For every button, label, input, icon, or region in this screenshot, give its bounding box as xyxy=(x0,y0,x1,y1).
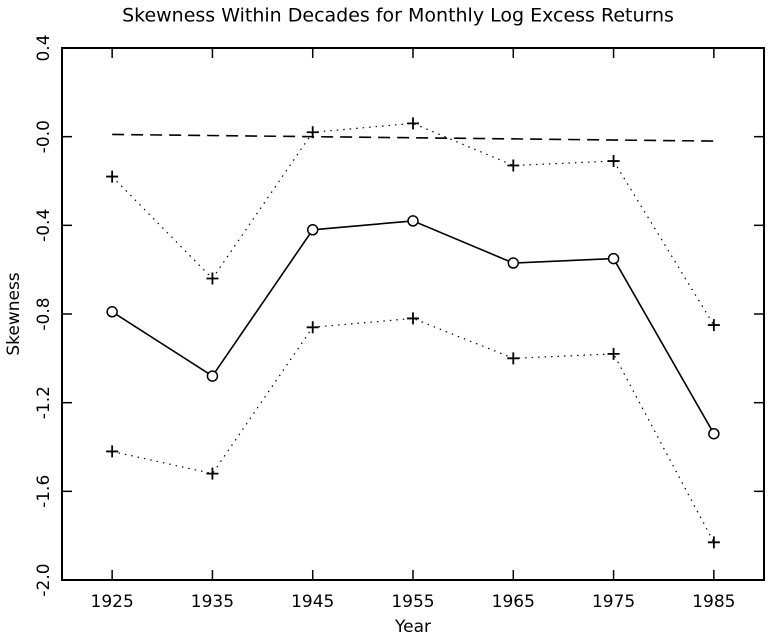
y-axis-label: Skewness xyxy=(4,272,24,355)
chart-title: Skewness Within Decades for Monthly Log … xyxy=(122,5,674,27)
x-tick-label: 1945 xyxy=(291,592,334,612)
point-marker xyxy=(607,252,620,265)
y-tick-label: 0.4 xyxy=(34,34,54,61)
x-tick-label: 1985 xyxy=(692,592,735,612)
point-marker xyxy=(407,117,419,130)
series-line xyxy=(112,133,714,142)
point-marker xyxy=(607,347,620,360)
y-tick-label: -0.0 xyxy=(34,120,54,153)
point-marker xyxy=(106,445,119,458)
point-marker xyxy=(306,321,319,334)
point-marker xyxy=(407,215,419,227)
point-marker xyxy=(306,224,319,236)
point-marker xyxy=(507,257,520,269)
point-marker xyxy=(206,272,219,285)
point-marker xyxy=(407,312,419,325)
point-marker xyxy=(507,352,520,365)
y-tick-label: -2.0 xyxy=(34,563,54,596)
point-marker xyxy=(106,170,119,183)
point-marker xyxy=(206,467,219,480)
point-marker xyxy=(507,159,520,172)
x-axis-label: Year xyxy=(394,617,431,637)
x-tick-label: 1975 xyxy=(592,592,635,612)
y-tick-label: -1.6 xyxy=(34,475,54,508)
x-tick-label: 1955 xyxy=(391,592,434,612)
x-tick-label: 1925 xyxy=(91,592,134,612)
y-tick-label: -1.2 xyxy=(34,386,54,419)
x-tick-label: 1965 xyxy=(492,592,535,612)
y-tick-label: -0.4 xyxy=(34,209,54,242)
point-marker xyxy=(707,536,720,549)
point-marker xyxy=(206,370,219,382)
point-marker xyxy=(106,306,118,318)
series-line xyxy=(112,317,715,543)
y-tick-label: -0.8 xyxy=(34,297,54,330)
series-line xyxy=(111,220,715,435)
point-marker xyxy=(707,319,720,332)
point-marker xyxy=(708,427,720,440)
point-marker xyxy=(607,155,620,168)
x-tick-label: 1935 xyxy=(191,592,234,612)
